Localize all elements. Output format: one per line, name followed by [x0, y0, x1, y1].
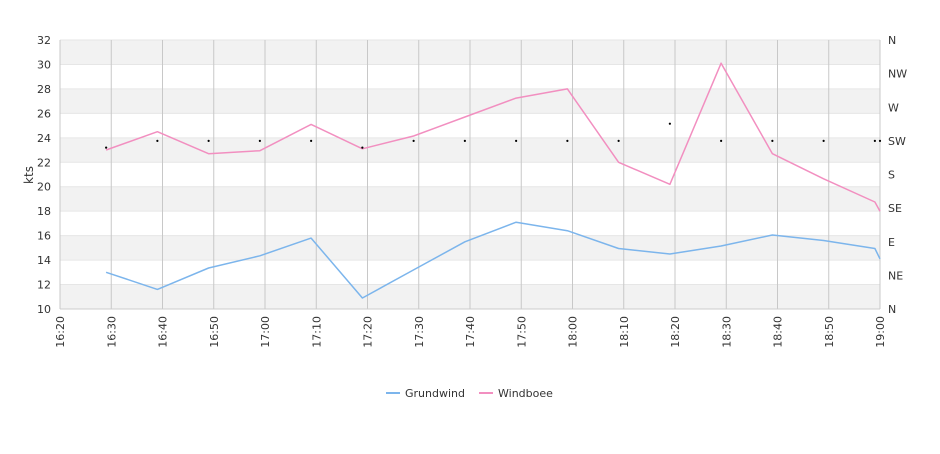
legend[interactable]: Grundwind Windboee	[386, 387, 553, 400]
y-tick-label: 26	[37, 107, 51, 120]
y-tick-label: 12	[37, 279, 51, 292]
direction-marker	[258, 139, 261, 142]
x-tick-label: 17:00	[259, 316, 272, 348]
y-tick-label: 22	[37, 156, 51, 169]
x-axis-ticks: 16:20 16:30 16:40 16:50 17:00 17:10 17:20 17:30…	[54, 316, 887, 348]
direction-marker	[361, 146, 364, 149]
right-axis-label: SW	[888, 135, 906, 148]
right-axis-label: SE	[888, 202, 902, 215]
direction-marker	[822, 139, 825, 142]
direction-marker	[156, 139, 159, 142]
x-tick-label: 17:20	[362, 316, 375, 348]
direction-marker	[310, 139, 313, 142]
direction-marker	[771, 139, 774, 142]
x-tick-label: 16:20	[54, 316, 67, 348]
y-tick-label: 30	[37, 58, 51, 71]
series-line-windboee	[105, 62, 881, 212]
vertical-gridlines	[59, 40, 881, 310]
y-axis-ticks: 10 12 14 16 18 20 22 24 26 28 30 32	[37, 34, 51, 316]
y-tick-label: 32	[37, 34, 51, 47]
legend-label: Grundwind	[405, 387, 465, 400]
y-tick-label: 10	[37, 303, 51, 316]
x-tick-label: 17:40	[464, 316, 477, 348]
right-axis-label: S	[888, 169, 895, 182]
direction-marker	[207, 139, 210, 142]
legend-item-windboee[interactable]: Windboee	[479, 387, 553, 400]
direction-marker	[566, 139, 569, 142]
right-axis-label: N	[888, 303, 896, 316]
x-tick-label: 16:30	[105, 316, 118, 348]
right-axis-label: N	[888, 34, 896, 47]
y-tick-label: 20	[37, 181, 51, 194]
x-tick-label: 16:50	[208, 316, 221, 348]
y-axis-label: kts	[22, 166, 36, 184]
direction-marker	[463, 139, 466, 142]
series-lines	[105, 62, 881, 299]
x-tick-label: 19:00	[874, 316, 887, 348]
x-tick-label: 18:40	[772, 316, 785, 348]
x-tick-label: 16:40	[157, 316, 170, 348]
x-tick-label: 18:30	[720, 316, 733, 348]
y-tick-label: 16	[37, 230, 51, 243]
right-axis-label: E	[888, 236, 895, 249]
y-tick-label: 24	[37, 132, 51, 145]
direction-marker	[617, 139, 620, 142]
direction-marker	[668, 122, 671, 125]
direction-marker	[873, 139, 876, 142]
x-tick-label: 17:10	[310, 316, 323, 348]
legend-label: Windboee	[498, 387, 553, 400]
x-tick-label: 18:20	[669, 316, 682, 348]
y-tick-label: 28	[37, 83, 51, 96]
direction-marker	[878, 139, 882, 142]
right-axis-ticks: N NE E SE S SW W NW N	[888, 34, 907, 316]
y-tick-label: 18	[37, 205, 51, 218]
series-line-grundwind	[105, 221, 881, 299]
direction-marker	[105, 146, 108, 149]
direction-marker	[515, 139, 518, 142]
right-axis-label: NE	[888, 269, 903, 282]
x-tick-label: 18:00	[567, 316, 580, 348]
legend-item-grundwind[interactable]: Grundwind	[386, 387, 465, 400]
right-axis-label: W	[888, 101, 899, 114]
x-tick-label: 17:50	[515, 316, 528, 348]
y-tick-label: 14	[37, 254, 51, 267]
right-axis-label: NW	[888, 68, 907, 81]
direction-markers	[105, 122, 882, 149]
direction-marker	[412, 139, 415, 142]
direction-marker	[720, 139, 723, 142]
x-tick-label: 17:30	[413, 316, 426, 348]
x-tick-label: 18:10	[618, 316, 631, 348]
x-tick-label: 18:50	[823, 316, 836, 348]
